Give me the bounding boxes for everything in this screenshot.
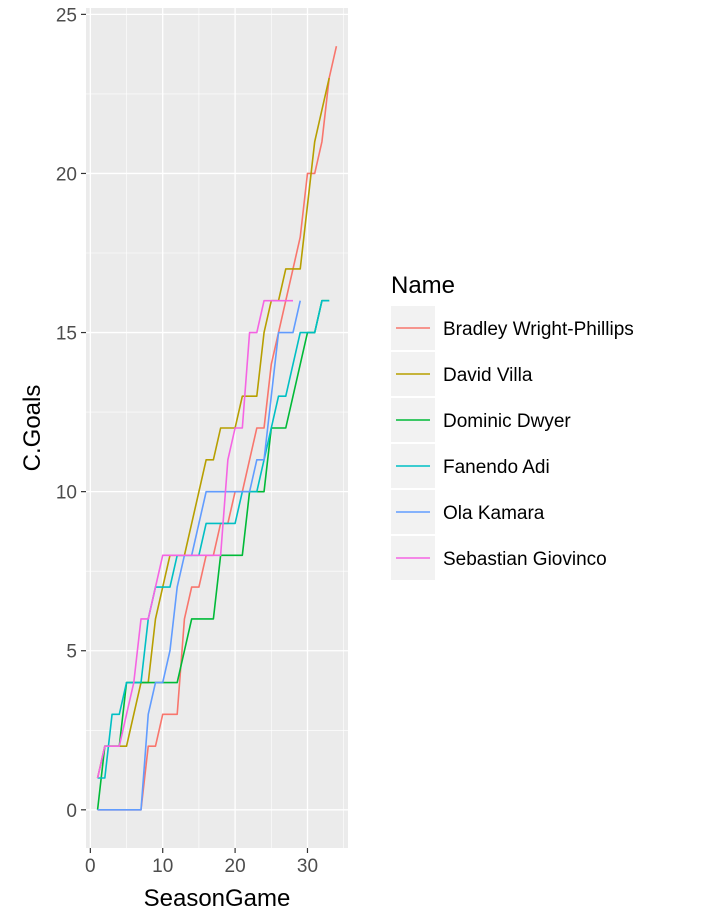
legend: Name Bradley Wright-Phillips David Villa D… [391, 272, 634, 580]
legend-label: Dominic Dwyer [443, 411, 571, 432]
x-axis-title: SeasonGame [144, 885, 291, 912]
axes: 0 10 20 30 0 5 10 15 20 25 [56, 5, 318, 877]
legend-title: Name [391, 272, 455, 299]
legend-items: Bradley Wright-Phillips David Villa Domini… [391, 306, 634, 580]
y-axis-title: C.Goals [19, 385, 46, 472]
series-line [96, 299, 293, 779]
series-line [97, 299, 330, 779]
plot-panel [86, 8, 348, 848]
series-line [97, 300, 302, 811]
major-gridlines [86, 8, 348, 848]
y-tick-label: 20 [56, 164, 77, 185]
y-tick-label: 25 [56, 5, 77, 26]
y-tick-label: 5 [66, 642, 77, 663]
y-tick-label: 10 [56, 483, 77, 504]
legend-label: Ola Kamara [443, 503, 545, 524]
x-tick-label: 30 [297, 856, 318, 877]
x-tick-label: 20 [225, 856, 246, 877]
y-tick-label: 15 [56, 324, 77, 345]
legend-label: David Villa [443, 365, 533, 386]
x-tick-label: 10 [152, 856, 173, 877]
legend-label: Bradley Wright-Phillips [443, 319, 634, 340]
legend-label: Sebastian Giovinco [443, 549, 607, 570]
series-line [96, 77, 330, 779]
y-tick-label: 0 [66, 801, 77, 822]
x-tick-label: 0 [85, 856, 96, 877]
legend-label: Fanendo Adi [443, 457, 550, 478]
series-lines [96, 46, 338, 811]
